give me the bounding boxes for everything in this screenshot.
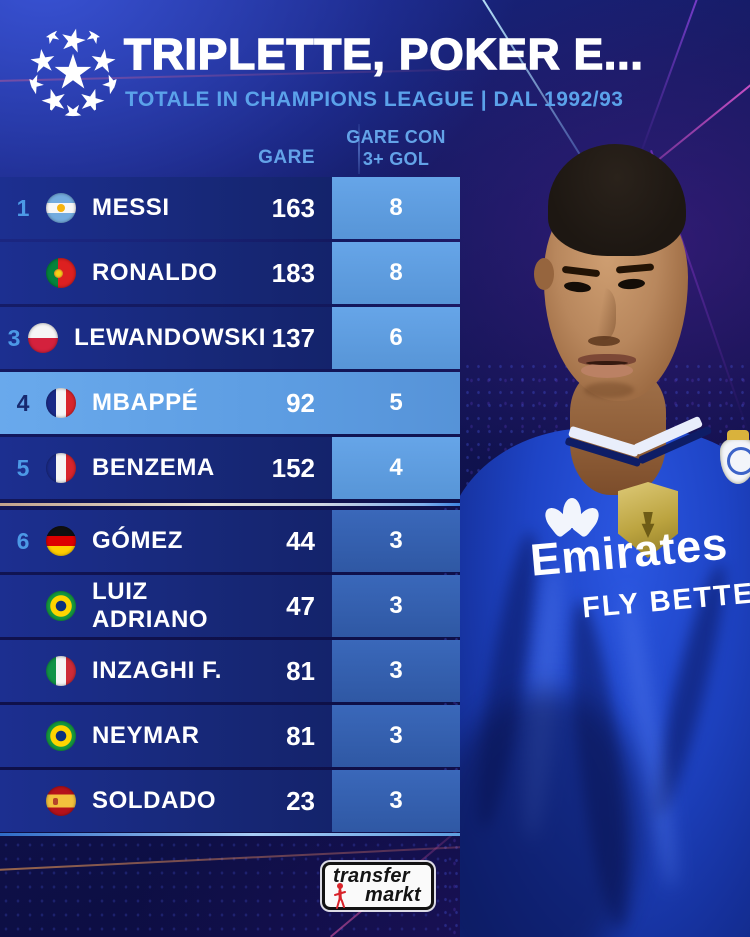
page-title: TRIPLETTE, POKER E...: [123, 29, 644, 80]
table-bottom-border: [0, 833, 460, 836]
adidas-shoulder-stripes: [695, 330, 750, 381]
gare-value: 47: [286, 590, 315, 621]
gol-box: 6: [332, 307, 460, 369]
table-row-ronaldo: RONALDO 183 8: [0, 242, 460, 304]
player-name: GÓMEZ: [92, 527, 183, 554]
gol-box: 3: [332, 640, 460, 702]
column-header-gol: GARE CON 3+ GOL: [332, 126, 460, 170]
gare-value: 183: [271, 257, 315, 288]
player-name: LUIZ ADRIANO: [92, 578, 209, 633]
player-nostril-shadow: [588, 336, 620, 346]
brand-text-markt: markt: [365, 884, 421, 906]
gol-box: 3: [332, 575, 460, 637]
flag-icon-spain: [46, 786, 76, 816]
column-header-gol-line1: GARE CON: [346, 127, 446, 147]
gol-value: 3: [389, 722, 403, 749]
table-row-mbappe-highlighted: 4 MBAPPÉ 92 5: [0, 372, 460, 434]
adidas-trefoil-icon: [540, 496, 604, 539]
player-chin-shadow: [584, 382, 634, 398]
table-row-gomez: 6 GÓMEZ 44 3: [0, 510, 460, 572]
player-photo-mbappe: Emirates FLY BETTER: [460, 130, 750, 937]
gol-value: 3: [389, 527, 403, 554]
flag-icon-france: [46, 453, 76, 483]
flag-icon-brazil: [46, 591, 76, 621]
gol-box: 5: [332, 372, 460, 434]
rank-label: 1: [16, 194, 30, 221]
gare-value: 23: [286, 785, 315, 816]
flag-icon-france: [46, 388, 76, 418]
gol-value: 3: [389, 592, 403, 619]
transfermarkt-logo: transfer markt: [322, 862, 434, 910]
gol-value: 3: [389, 787, 403, 814]
gol-value: 6: [389, 324, 403, 351]
gol-box: 3: [332, 510, 460, 572]
table-row-soldado: SOLDADO 23 3: [0, 770, 460, 832]
player-name: SOLDADO: [92, 787, 217, 814]
player-name: NEYMAR: [92, 722, 200, 749]
table-row-inzaghi: INZAGHI F. 81 3: [0, 640, 460, 702]
gol-box: 3: [332, 770, 460, 832]
column-divider-line: [358, 124, 360, 174]
rank-label: 5: [16, 454, 30, 481]
gol-value: 5: [389, 389, 403, 416]
player-name: MBAPPÉ: [92, 389, 199, 416]
table-row-luiz-adriano: LUIZ ADRIANO 47 3: [0, 575, 460, 637]
gol-box: 4: [332, 437, 460, 499]
player-mouth: [586, 361, 628, 365]
player-name: RONALDO: [92, 259, 218, 286]
adidas-shoulder-stripes: [463, 381, 560, 411]
player-name: MESSI: [92, 194, 170, 221]
stats-table: 1 MESSI 163 8 RONALDO 183 8 3 LEWANDOWSK…: [0, 177, 460, 832]
flag-icon-poland: [28, 323, 59, 353]
flag-icon-brazil: [46, 721, 76, 751]
player-nose: [588, 288, 616, 340]
gol-box: 3: [332, 705, 460, 767]
flag-icon-italy: [46, 656, 76, 686]
brand-runner-icon: [334, 883, 346, 909]
top5-divider-line: [0, 503, 460, 506]
flag-icon-portugal: [46, 258, 76, 288]
flag-icon-argentina: [46, 193, 76, 223]
player-hair: [548, 144, 686, 256]
gol-value: 8: [389, 194, 403, 221]
table-row-benzema: 5 BENZEMA 152 4: [0, 437, 460, 499]
table-row-neymar: NEYMAR 81 3: [0, 705, 460, 767]
gare-value: 44: [286, 525, 315, 556]
club-crest-icon: [720, 430, 750, 484]
gol-box: 8: [332, 177, 460, 239]
gol-box: 8: [332, 242, 460, 304]
champions-league-starball-icon: [28, 27, 118, 117]
column-header-gol-line2: 3+ GOL: [362, 149, 430, 169]
table-row-lewandowski: 3 LEWANDOWSKI 137 6: [0, 307, 460, 369]
gol-value: 4: [389, 454, 403, 481]
gare-value: 81: [286, 655, 315, 686]
gare-value: 92: [286, 387, 315, 418]
gare-value: 137: [271, 322, 315, 353]
gol-value: 8: [389, 259, 403, 286]
player-lower-lip: [581, 363, 633, 378]
rank-label: 4: [16, 389, 30, 416]
flag-icon-germany: [46, 526, 76, 556]
player-name: LEWANDOWSKI: [74, 324, 267, 351]
gol-value: 3: [389, 657, 403, 684]
player-name: BENZEMA: [92, 454, 215, 481]
page-subtitle: TOTALE IN CHAMPIONS LEAGUE | DAL 1992/93: [125, 88, 624, 111]
gare-value: 163: [271, 192, 315, 223]
gare-value: 152: [271, 452, 315, 483]
rank-label: 6: [16, 527, 30, 554]
table-row-messi: 1 MESSI 163 8: [0, 177, 460, 239]
column-header-gare: GARE: [258, 147, 315, 168]
player-name: INZAGHI F.: [92, 657, 222, 684]
gare-value: 81: [286, 720, 315, 751]
rank-label: 3: [7, 324, 21, 351]
player-ear: [534, 258, 554, 290]
